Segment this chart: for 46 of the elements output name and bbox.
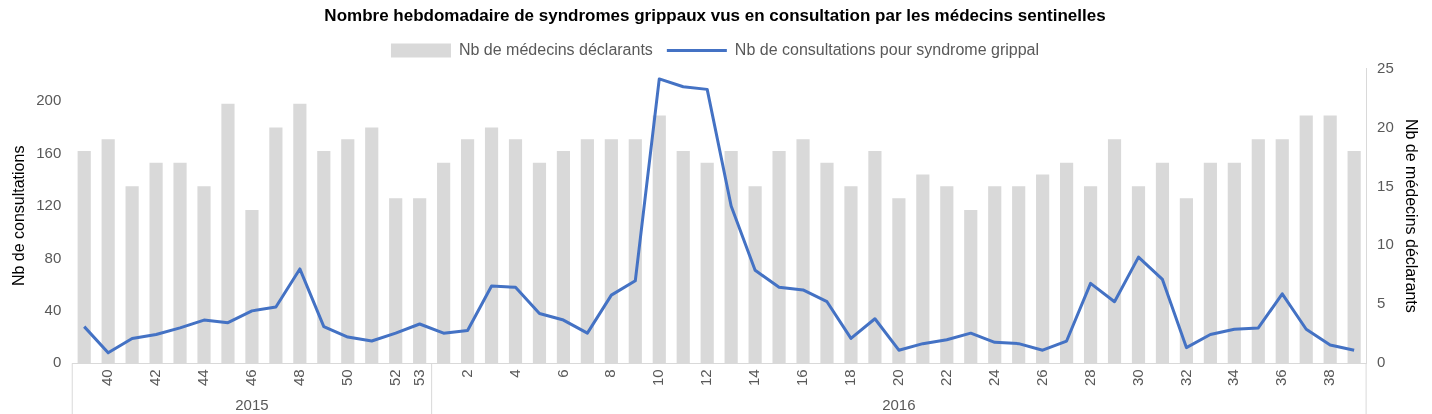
x-tick-label: 24 (984, 369, 1002, 386)
text: 2015 (235, 395, 269, 413)
x-tick-label: 20 (889, 369, 907, 386)
x-tick-label: 38 (1320, 369, 1338, 386)
text: 2016 (882, 395, 916, 413)
y-tick-label: 120 (36, 196, 62, 214)
x-tick-label: 30 (1128, 369, 1146, 386)
x-tick-label: 46 (242, 369, 260, 386)
y2-tick-label: 0 (1377, 353, 1386, 371)
y2-axis-title: Nb de médecins déclarants (1402, 118, 1420, 313)
y2-tick-label: 10 (1377, 235, 1394, 253)
x-tick-label: 48 (290, 369, 307, 386)
x-tick-label: 8 (601, 369, 619, 378)
x-tick-label: 10 (649, 369, 667, 386)
x-tick-label: 36 (1272, 369, 1290, 386)
y-axis-title: Nb de consultations (10, 145, 28, 287)
x-tick-label: 22 (936, 369, 954, 386)
x-tick-label: 32 (1176, 369, 1194, 386)
y2-tick-label: 5 (1377, 294, 1386, 312)
y2-tick-label: 20 (1377, 117, 1394, 135)
y-tick-label: 40 (44, 301, 62, 319)
legend-label: Nb de consultations pour syndrome grippal (734, 40, 1040, 58)
x-tick-label: 2 (457, 369, 475, 378)
x-tick-label: 53 (409, 369, 427, 386)
y2-tick-label: 15 (1377, 176, 1394, 194)
x-tick-label: 42 (146, 369, 164, 386)
y-tick-label: 200 (36, 91, 62, 109)
y2-tick-label: 25 (1377, 58, 1394, 76)
x-tick-label: 28 (1080, 369, 1098, 386)
y-tick-label: 160 (36, 143, 62, 161)
x-tick-label: 4 (505, 369, 523, 378)
x-tick-label: 6 (553, 369, 571, 378)
x-tick-label: 34 (1224, 369, 1242, 386)
y-tick-label: 80 (44, 248, 62, 266)
legend-label: Nb de médecins déclarants (458, 40, 653, 58)
x-tick-label: 52 (385, 369, 403, 386)
chart-title: Nombre hebdomadaire de syndromes grippaux vus en consultation par les médecins sentinelles (324, 5, 1106, 25)
x-tick-label: 18 (841, 369, 859, 386)
x-tick-label: 12 (697, 369, 715, 386)
x-tick-label: 44 (194, 369, 212, 386)
x-tick-label: 26 (1032, 369, 1050, 386)
x-tick-label: 16 (793, 369, 811, 386)
y-tick-label: 0 (52, 353, 62, 371)
x-tick-label: 50 (337, 369, 355, 386)
x-tick-label: 40 (98, 369, 116, 386)
x-tick-label: 14 (745, 369, 763, 386)
